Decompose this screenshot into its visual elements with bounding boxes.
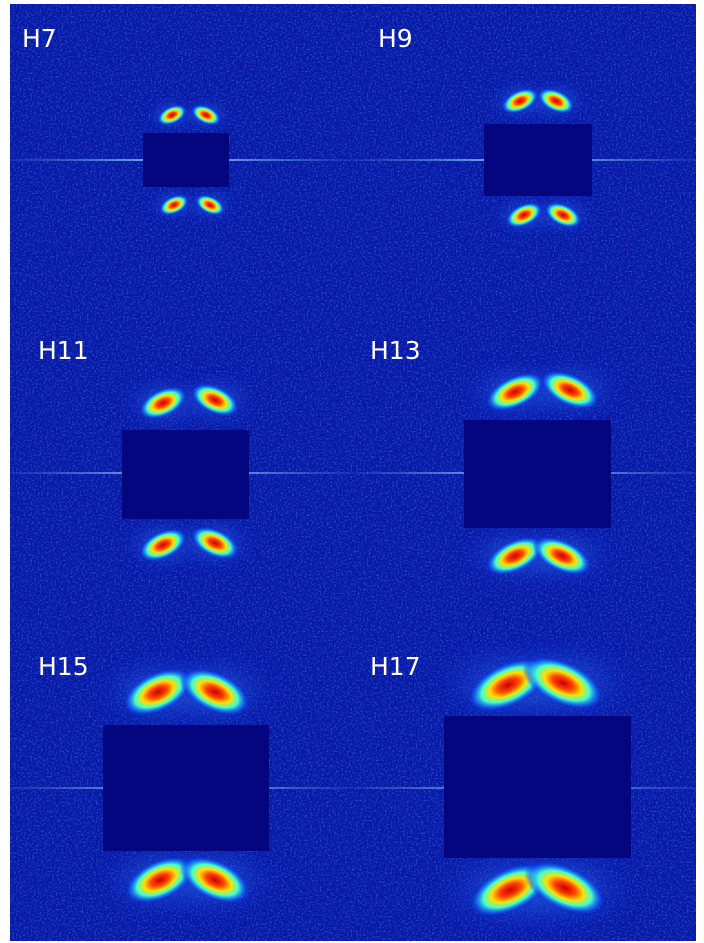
panel-label: H11 [38, 336, 89, 365]
panel-label: H13 [370, 336, 421, 365]
panel-label: H7 [22, 24, 57, 53]
blocked-center [103, 725, 269, 851]
panel-label: H9 [378, 24, 413, 53]
blocked-center [444, 716, 631, 858]
panel-label: H15 [38, 652, 89, 681]
blocked-center [143, 133, 229, 187]
panel-label: H17 [370, 652, 421, 681]
figure: H7 H9 H11 H13 H15 H17 [0, 0, 704, 943]
blocked-center [464, 420, 611, 528]
blocked-center [484, 124, 592, 196]
blocked-center [122, 430, 249, 519]
